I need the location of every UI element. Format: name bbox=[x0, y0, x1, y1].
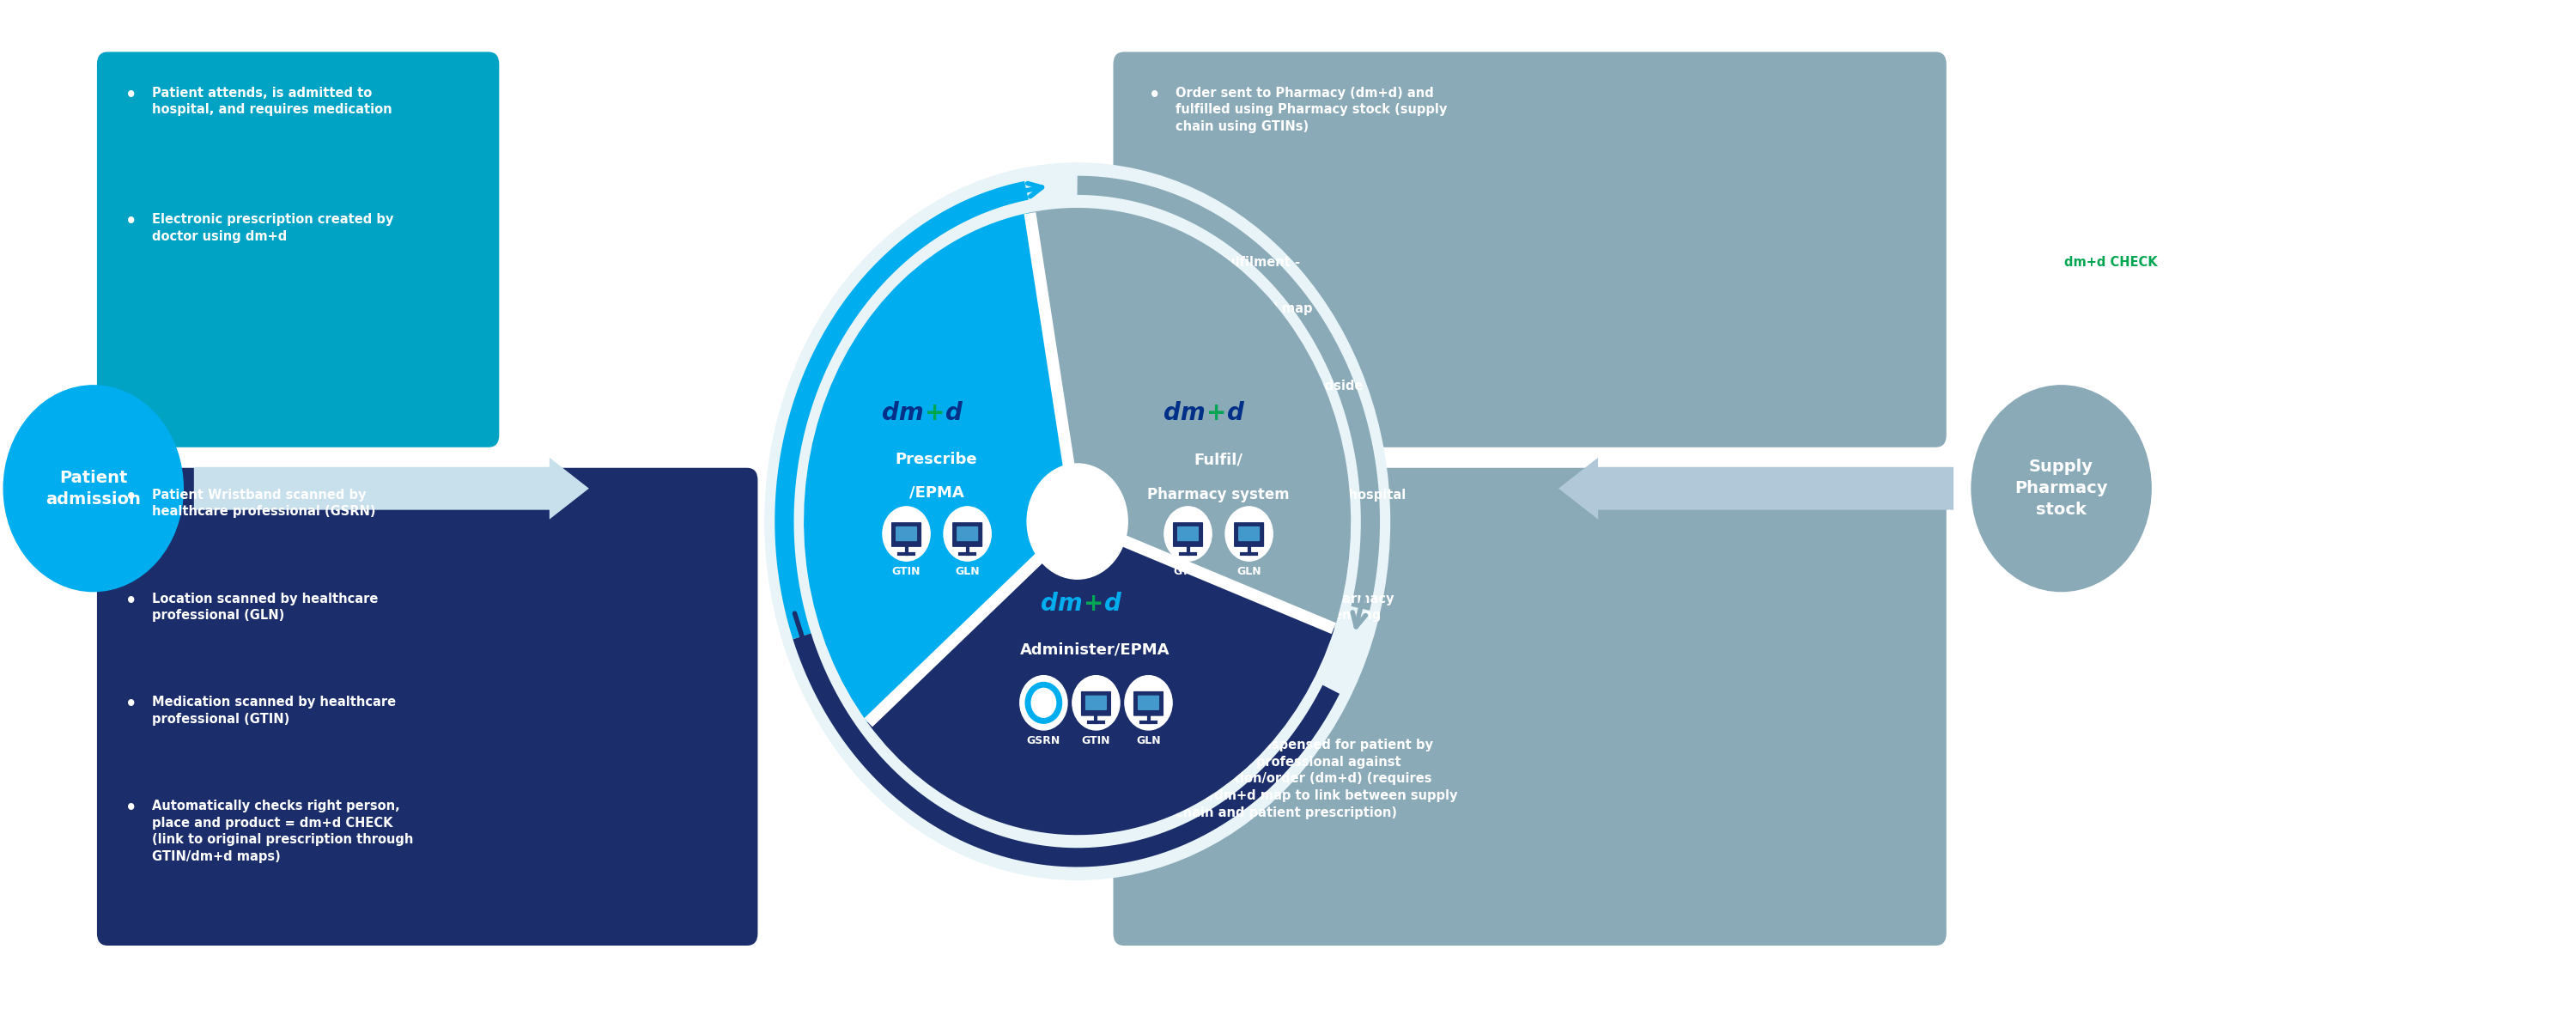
Circle shape bbox=[1036, 693, 1051, 712]
Text: d: d bbox=[945, 400, 963, 425]
Text: Medication supplied to department (GLN) for
patient administration (GSRN and GTI: Medication supplied to department (GLN) … bbox=[1175, 971, 1507, 1001]
FancyBboxPatch shape bbox=[98, 467, 757, 946]
FancyBboxPatch shape bbox=[953, 522, 981, 547]
Wedge shape bbox=[1030, 208, 1350, 629]
Text: dm+d CHECK: dm+d CHECK bbox=[2063, 256, 2156, 269]
FancyBboxPatch shape bbox=[956, 526, 979, 542]
Text: +: + bbox=[1084, 592, 1103, 616]
Text: Fulfil/: Fulfil/ bbox=[1193, 452, 1242, 467]
FancyBboxPatch shape bbox=[98, 52, 500, 447]
Text: dm: dm bbox=[881, 400, 925, 425]
FancyBboxPatch shape bbox=[1139, 695, 1159, 710]
Text: GTIN: GTIN bbox=[891, 566, 920, 577]
Text: /EPMA: /EPMA bbox=[909, 485, 963, 500]
Text: GLN: GLN bbox=[956, 566, 979, 577]
Text: •: • bbox=[1149, 86, 1162, 104]
Text: +: + bbox=[925, 400, 945, 425]
Text: GSRN: GSRN bbox=[1028, 736, 1061, 747]
Text: •: • bbox=[126, 489, 137, 506]
Text: d: d bbox=[1226, 400, 1244, 425]
Text: Uploads details of product administered
into patient record (dm+d): Uploads details of product administered … bbox=[152, 990, 438, 1016]
Text: •: • bbox=[126, 213, 137, 231]
Text: Patient Wristband scanned by
healthcare professional (GSRN): Patient Wristband scanned by healthcare … bbox=[152, 489, 376, 518]
Text: Patient
admission: Patient admission bbox=[46, 469, 142, 507]
Text: dm: dm bbox=[1041, 592, 1082, 616]
FancyBboxPatch shape bbox=[896, 526, 917, 542]
Circle shape bbox=[1028, 463, 1128, 579]
Text: Electronic prescription created by
doctor using dm+d: Electronic prescription created by docto… bbox=[152, 213, 394, 243]
Text: •: • bbox=[1149, 971, 1162, 989]
Circle shape bbox=[1072, 676, 1121, 729]
Text: •: • bbox=[1149, 592, 1162, 610]
FancyBboxPatch shape bbox=[1133, 691, 1164, 716]
Text: •: • bbox=[1149, 256, 1162, 273]
Text: Supply
Pharmacy
stock: Supply Pharmacy stock bbox=[2014, 459, 2107, 518]
Text: Medication scanned by healthcare
professional (GTIN): Medication scanned by healthcare profess… bbox=[152, 696, 397, 725]
Wedge shape bbox=[804, 213, 1077, 722]
Text: •: • bbox=[126, 990, 137, 1007]
Circle shape bbox=[765, 164, 1391, 880]
Text: by GTIN/dm+d map: by GTIN/dm+d map bbox=[1175, 303, 1314, 315]
Circle shape bbox=[943, 507, 992, 561]
Text: Medication dispensed for patient by
healthcare professional against
prescription: Medication dispensed for patient by heal… bbox=[1175, 739, 1458, 819]
Text: •: • bbox=[1149, 739, 1162, 756]
FancyBboxPatch shape bbox=[1239, 526, 1260, 542]
Text: Prescribe: Prescribe bbox=[896, 452, 976, 467]
FancyBboxPatch shape bbox=[1113, 52, 1947, 447]
Circle shape bbox=[884, 507, 930, 561]
Circle shape bbox=[1126, 676, 1172, 729]
Text: Patient attends, is admitted to
hospital, and requires medication: Patient attends, is admitted to hospital… bbox=[152, 86, 392, 116]
FancyBboxPatch shape bbox=[1234, 522, 1265, 547]
Text: •: • bbox=[126, 86, 137, 104]
Text: d: d bbox=[1105, 592, 1121, 616]
Text: Order sent to Pharmacy (dm+d) and
fulfilled using Pharmacy stock (supply
chain u: Order sent to Pharmacy (dm+d) and fulfil… bbox=[1175, 86, 1448, 133]
Circle shape bbox=[1164, 507, 1211, 561]
Text: +: + bbox=[1206, 400, 1226, 425]
Text: Administer/EPMA: Administer/EPMA bbox=[1020, 642, 1170, 657]
FancyBboxPatch shape bbox=[891, 522, 922, 547]
Circle shape bbox=[1971, 385, 2151, 591]
Text: Medication delivered to hospital
to Goods In bay: Medication delivered to hospital to Good… bbox=[1175, 489, 1406, 518]
Text: GTIN: GTIN bbox=[1175, 566, 1203, 577]
FancyBboxPatch shape bbox=[1172, 522, 1203, 547]
FancyArrow shape bbox=[193, 457, 590, 519]
FancyBboxPatch shape bbox=[1084, 695, 1108, 710]
Text: Location scanned by healthcare
professional (GLN): Location scanned by healthcare professio… bbox=[152, 592, 379, 622]
Text: Automatically checks right person,
place and product = dm+d CHECK
(link to origi: Automatically checks right person, place… bbox=[152, 800, 415, 863]
Text: GLN: GLN bbox=[1136, 736, 1162, 747]
Wedge shape bbox=[868, 521, 1334, 834]
Text: Order/fulfilment -: Order/fulfilment - bbox=[1175, 256, 1303, 269]
FancyBboxPatch shape bbox=[1177, 526, 1198, 542]
Text: •: • bbox=[1149, 380, 1162, 397]
Text: •: • bbox=[126, 592, 137, 610]
Text: •: • bbox=[126, 800, 137, 817]
Circle shape bbox=[1226, 507, 1273, 561]
FancyBboxPatch shape bbox=[1082, 691, 1110, 716]
Text: GTIN: GTIN bbox=[1082, 736, 1110, 747]
Text: dm: dm bbox=[1164, 400, 1206, 425]
Text: GLN: GLN bbox=[1236, 566, 1262, 577]
FancyArrow shape bbox=[1558, 457, 1953, 519]
Text: •: • bbox=[126, 696, 137, 713]
Text: - checked: - checked bbox=[2532, 256, 2576, 269]
Text: Supply scanned into pharmacy
inventory system/dispensing
robot/cabinet (GTIN): Supply scanned into pharmacy inventory s… bbox=[1175, 592, 1394, 639]
FancyBboxPatch shape bbox=[1113, 467, 1947, 946]
Text: •: • bbox=[1149, 489, 1162, 506]
Circle shape bbox=[3, 385, 183, 591]
Circle shape bbox=[1020, 676, 1066, 729]
Text: Pharmacy system: Pharmacy system bbox=[1146, 488, 1288, 503]
Text: Item sent to ward/bedside: Item sent to ward/bedside bbox=[1175, 380, 1363, 392]
